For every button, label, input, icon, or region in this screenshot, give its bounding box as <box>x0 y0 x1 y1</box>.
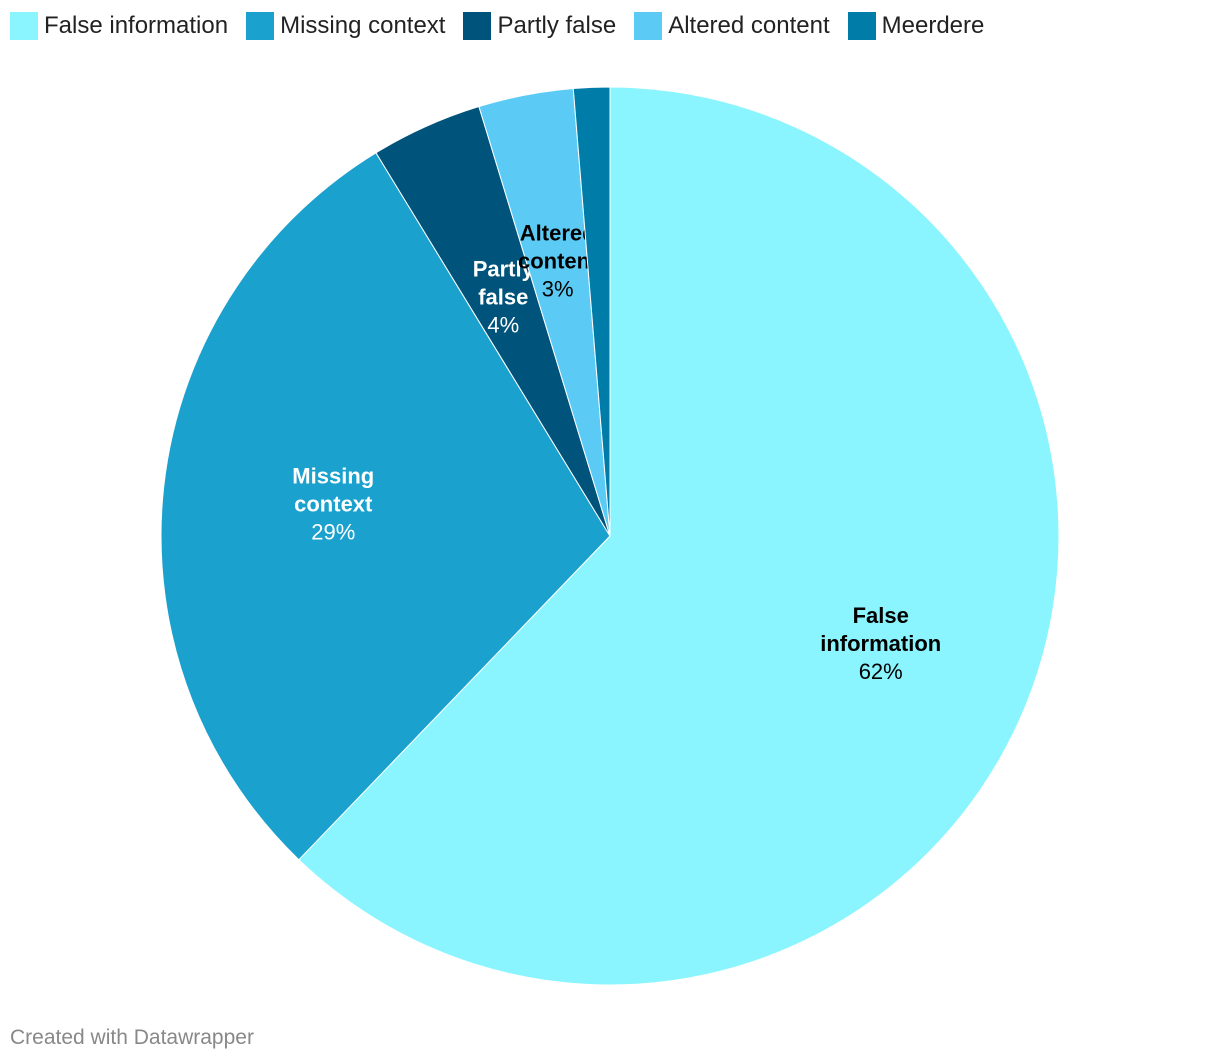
slice-label: context <box>294 492 373 517</box>
slice-label: false <box>478 284 528 309</box>
pie-slice <box>572 86 611 537</box>
slice-label: Partly <box>473 256 535 281</box>
legend-label: Missing context <box>280 12 446 39</box>
legend-label: Meerdere <box>881 12 985 39</box>
legend-swatch <box>463 12 492 40</box>
slice-label: information <box>820 631 941 656</box>
legend-item: False information <box>10 12 228 40</box>
slice-value-label: 3% <box>542 276 574 301</box>
slice-label: Altered <box>520 220 596 245</box>
slice-value-label: 29% <box>311 520 355 545</box>
legend-swatch <box>847 12 876 40</box>
slice-value-label: 62% <box>859 659 903 684</box>
legend-label: False information <box>44 12 229 39</box>
legend-item: Partly false <box>463 12 616 40</box>
slice-value-label: 4% <box>487 312 519 337</box>
legend-label: Altered content <box>668 12 830 39</box>
slice-label: content <box>518 248 598 273</box>
legend-item: Altered content <box>634 12 830 40</box>
pie-slice <box>298 86 1060 986</box>
pie-slice <box>160 152 611 861</box>
legend-label: Partly false <box>497 12 617 39</box>
legend-swatch <box>10 12 38 40</box>
legend-swatch <box>634 12 663 40</box>
legend-swatch <box>246 12 275 40</box>
legend-item: Missing context <box>246 12 445 40</box>
slice-label: Missing <box>292 464 374 489</box>
slice-label: False <box>853 603 909 628</box>
footer-credit: Created with Datawrapper <box>10 1026 254 1049</box>
chart-legend: False information Missing context Partly f… <box>10 12 1002 40</box>
legend-item: Meerdere <box>847 12 985 40</box>
